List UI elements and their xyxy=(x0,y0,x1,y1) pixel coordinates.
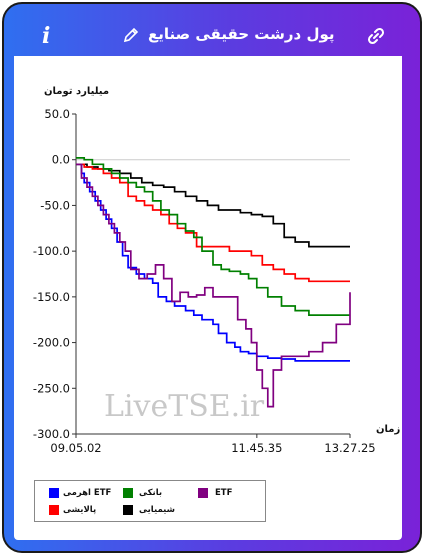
legend-label-leveraged-etf: ETF اهرمی xyxy=(63,488,112,498)
legend-swatch-etf xyxy=(198,488,208,498)
series-line-0 xyxy=(76,163,350,362)
line-chart: LiveTSE.ir 50.0 0.0 -50.0 -100.0 -150.0 -200.0… xyxy=(33,107,376,455)
pencil-icon[interactable] xyxy=(122,26,140,44)
x-tick-label: 11.45.35 xyxy=(231,441,282,455)
x-axis-title: زمان xyxy=(376,424,401,435)
link-icon[interactable] xyxy=(366,26,386,46)
legend-label-chemical: شیمیایی xyxy=(139,505,175,515)
legend-label-bank: بانکی xyxy=(139,488,163,498)
y-tick-label: 50.0 xyxy=(44,107,70,121)
legend-swatch-chemical xyxy=(123,505,133,515)
x-tick-label: 09.05.02 xyxy=(50,441,101,455)
legend-swatch-leveraged-etf xyxy=(49,488,59,498)
chart-legend: ETF بانکی ETF اهرمی شیمیایی پالایشی xyxy=(34,480,266,522)
info-icon[interactable]: i xyxy=(42,23,51,49)
y-tick-label: -300.0 xyxy=(33,427,70,441)
y-tick-label: -150.0 xyxy=(33,290,70,304)
legend-swatch-refinery xyxy=(49,505,59,515)
y-tick-label: -50.0 xyxy=(40,198,70,212)
series-line-2 xyxy=(76,163,351,408)
series-line-4 xyxy=(76,163,350,248)
legend-label-etf: ETF xyxy=(215,488,233,498)
y-tick-label: 0.0 xyxy=(52,153,70,167)
y-tick-label: -250.0 xyxy=(33,381,70,395)
page-title: پول درشت حقیقی صنایع xyxy=(148,25,335,43)
watermark: LiveTSE.ir xyxy=(104,389,265,424)
y-axis-title: میلیارد تومان xyxy=(44,86,110,97)
x-tick-label: 13.27.25 xyxy=(324,441,375,455)
legend-label-refinery: پالایشی xyxy=(63,505,97,515)
legend-swatch-bank xyxy=(123,488,133,498)
y-tick-label: -200.0 xyxy=(33,336,70,350)
chart-card: میلیارد تومان زمان LiveTSE.ir 50.0 0.0 -50.… xyxy=(14,56,402,540)
series-line-1 xyxy=(76,157,350,316)
y-tick-label: -100.0 xyxy=(33,244,70,258)
series-line-3 xyxy=(76,163,350,283)
header-bar: i پول درشت حقیقی صنایع xyxy=(14,14,410,58)
